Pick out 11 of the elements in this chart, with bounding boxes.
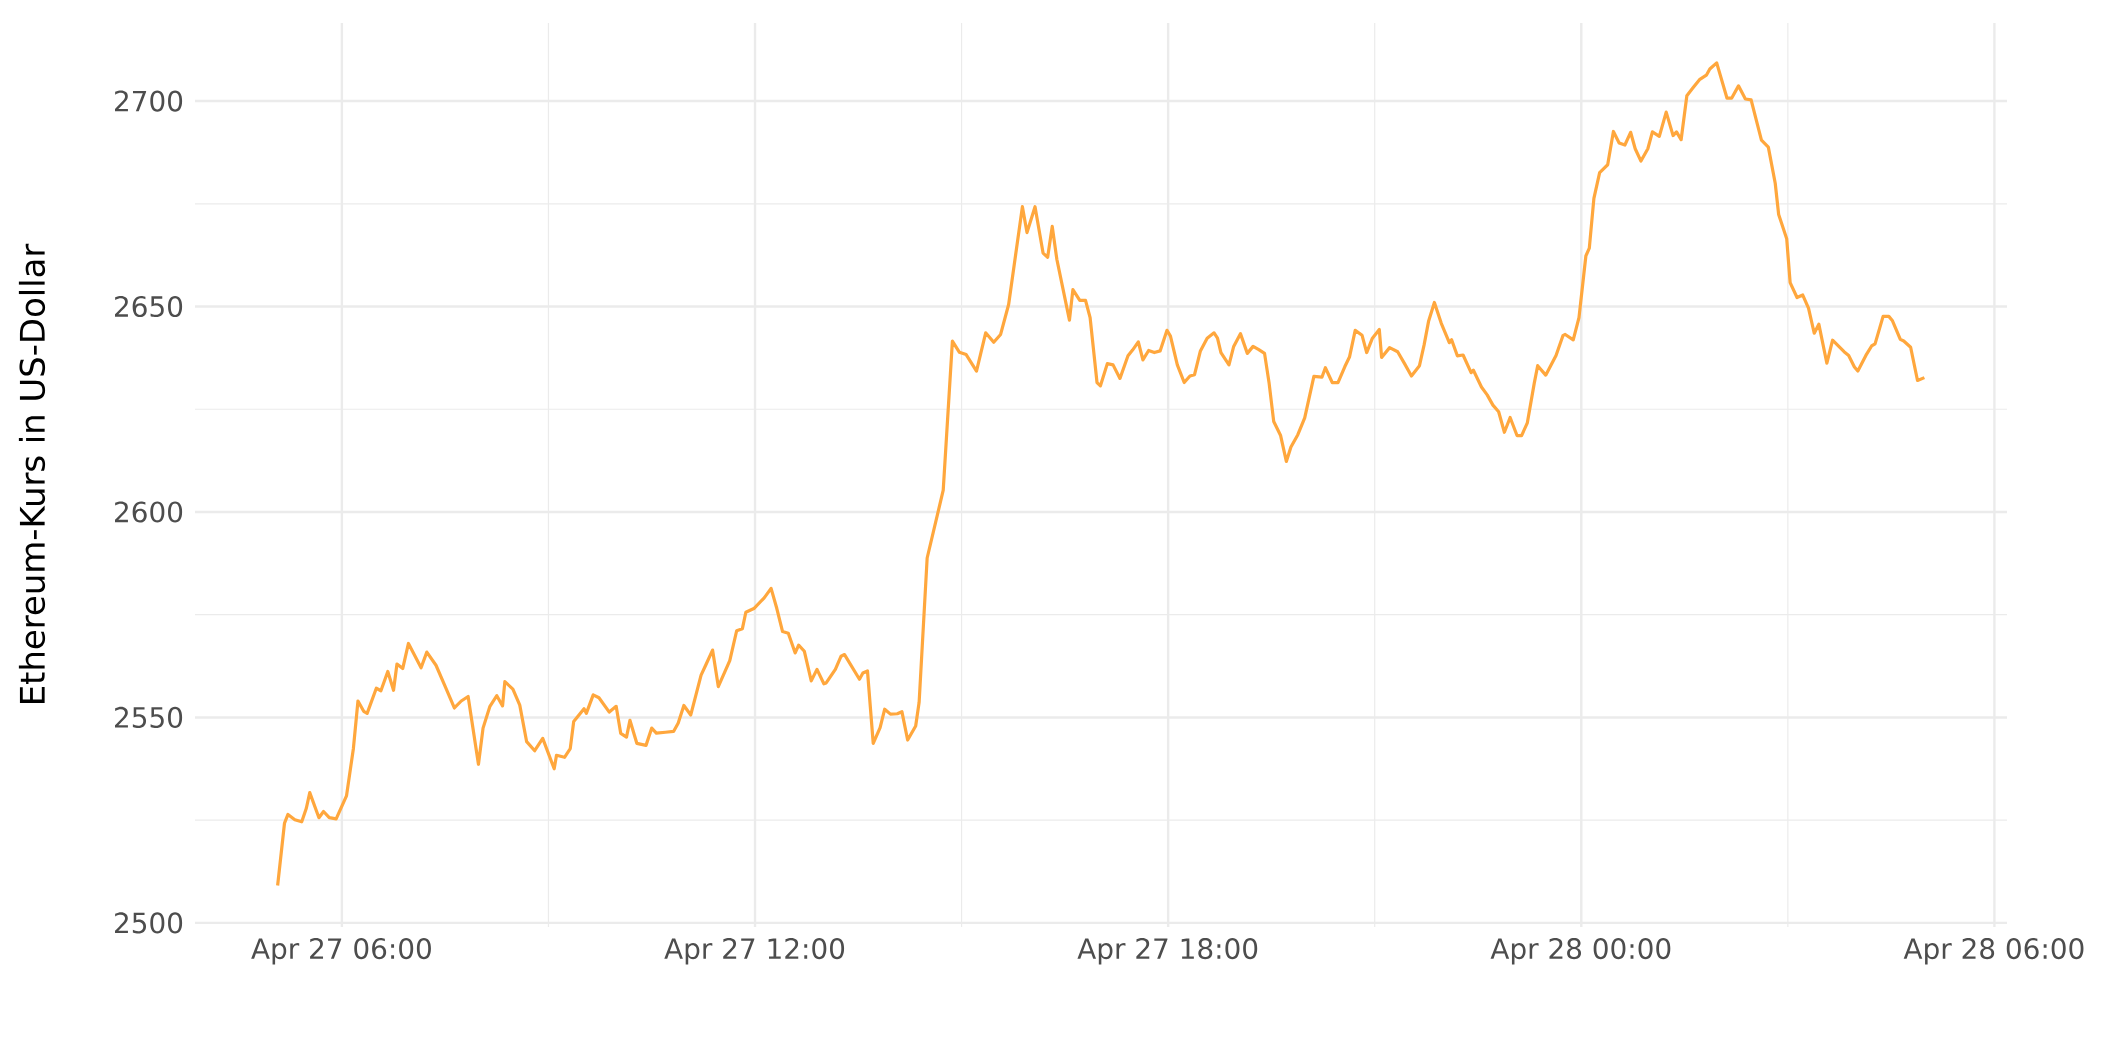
x-tick-label: Apr 27 12:00 xyxy=(664,938,845,965)
x-tick-label: Apr 28 06:00 xyxy=(1903,938,2084,965)
x-tick-label: Apr 27 18:00 xyxy=(1077,938,1258,965)
y-axis-title: Ethereum-Kurs in US-Dollar xyxy=(18,243,46,703)
x-tick-label: Apr 27 06:00 xyxy=(251,938,431,965)
x-tick-label: Apr 28 00:00 xyxy=(1490,938,1671,965)
y-tick-label: 2600 xyxy=(115,501,183,523)
y-tick-label: 2700 xyxy=(115,90,183,112)
y-tick-label: 2500 xyxy=(115,912,183,934)
y-tick-label: 2550 xyxy=(115,706,183,728)
y-tick-label: 2650 xyxy=(115,295,183,318)
